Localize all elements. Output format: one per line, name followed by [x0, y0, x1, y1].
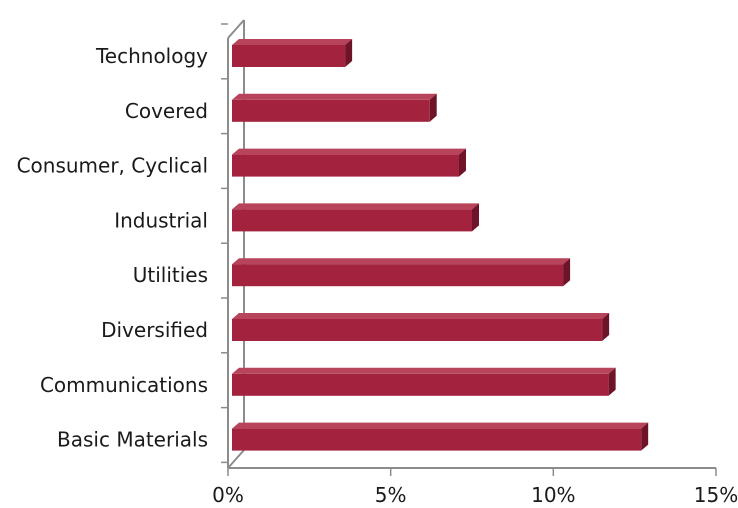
bar-side-face	[641, 422, 649, 451]
bar	[232, 148, 466, 177]
bar-top-face	[232, 203, 479, 210]
x-tick-label: 5%	[375, 483, 407, 507]
bar	[232, 203, 479, 232]
bar-side-face	[563, 258, 571, 287]
floor-depth-line	[227, 449, 245, 469]
bar	[232, 39, 353, 67]
bar	[232, 93, 437, 122]
category-label: Covered	[125, 99, 208, 123]
category-label: Industrial	[114, 208, 208, 232]
category-label: Utilities	[133, 263, 208, 287]
bar	[232, 422, 649, 451]
category-label: Communications	[40, 373, 208, 397]
bar	[232, 258, 571, 287]
x-tick-label: 0%	[212, 483, 244, 507]
bar-side-face	[429, 93, 437, 122]
x-tick-label: 10%	[531, 483, 575, 507]
bar-top-face	[232, 148, 466, 155]
category-label: Basic Materials	[57, 428, 208, 452]
bar-top-face	[232, 93, 437, 100]
bar-front-face	[232, 45, 346, 67]
bar	[232, 313, 610, 341]
bar-side-face	[458, 148, 466, 177]
bar-top-face	[232, 313, 610, 319]
x-tick-labels: 0% 5% 10% 15%	[212, 483, 738, 507]
chart-axes	[221, 19, 717, 476]
bar-front-face	[232, 154, 459, 177]
chart-bars	[232, 39, 649, 451]
bar-top-face	[232, 422, 649, 429]
bar	[232, 367, 616, 396]
category-label: Diversified	[101, 318, 208, 342]
bar-front-face	[232, 264, 564, 287]
bar-front-face	[232, 319, 603, 341]
category-label: Consumer, Cyclical	[17, 154, 208, 178]
bar-top-face	[232, 258, 571, 265]
bar-top-face	[232, 367, 616, 374]
x-tick-label: 15%	[694, 483, 738, 507]
y-axis-top-depth-line	[227, 19, 245, 39]
bar-front-face	[232, 373, 609, 396]
bar-front-face	[232, 99, 430, 122]
bar-side-face	[602, 313, 610, 341]
category-label: Technology	[95, 44, 208, 68]
bar-front-face	[232, 428, 642, 451]
category-labels: Technology Covered Consumer, Cyclical Indus…	[17, 44, 209, 452]
bar-side-face	[472, 203, 479, 232]
bar-top-face	[232, 39, 353, 45]
bar-side-face	[345, 39, 353, 67]
bar-front-face	[232, 209, 472, 232]
bar-side-face	[608, 367, 616, 396]
